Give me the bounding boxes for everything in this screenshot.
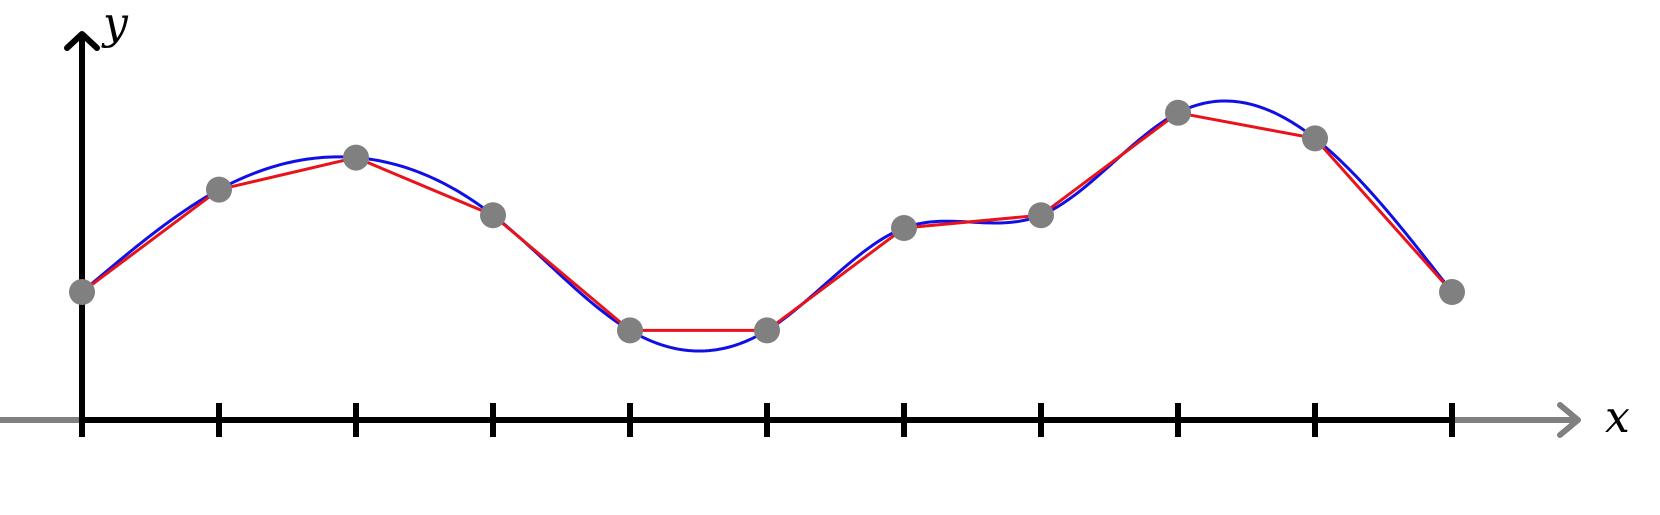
x-axis-arrowhead xyxy=(1557,402,1581,438)
data-points xyxy=(69,99,1465,344)
data-point xyxy=(754,317,780,344)
x-axis-label: x xyxy=(1605,392,1630,443)
data-point xyxy=(206,176,232,203)
axes xyxy=(0,31,1581,438)
data-point xyxy=(1439,279,1465,305)
series-layer xyxy=(81,99,1454,353)
data-point xyxy=(1028,202,1054,229)
smooth-curve xyxy=(81,99,1454,353)
data-point xyxy=(343,144,369,171)
data-point xyxy=(1302,125,1328,152)
data-point xyxy=(480,202,506,229)
piecewise-linear-line xyxy=(81,111,1454,332)
data-point xyxy=(69,279,95,305)
data-point xyxy=(1165,99,1191,126)
y-axis-label: y xyxy=(101,0,129,49)
data-point xyxy=(891,215,917,241)
y-axis-arrowhead xyxy=(64,31,100,51)
data-point xyxy=(617,317,643,344)
